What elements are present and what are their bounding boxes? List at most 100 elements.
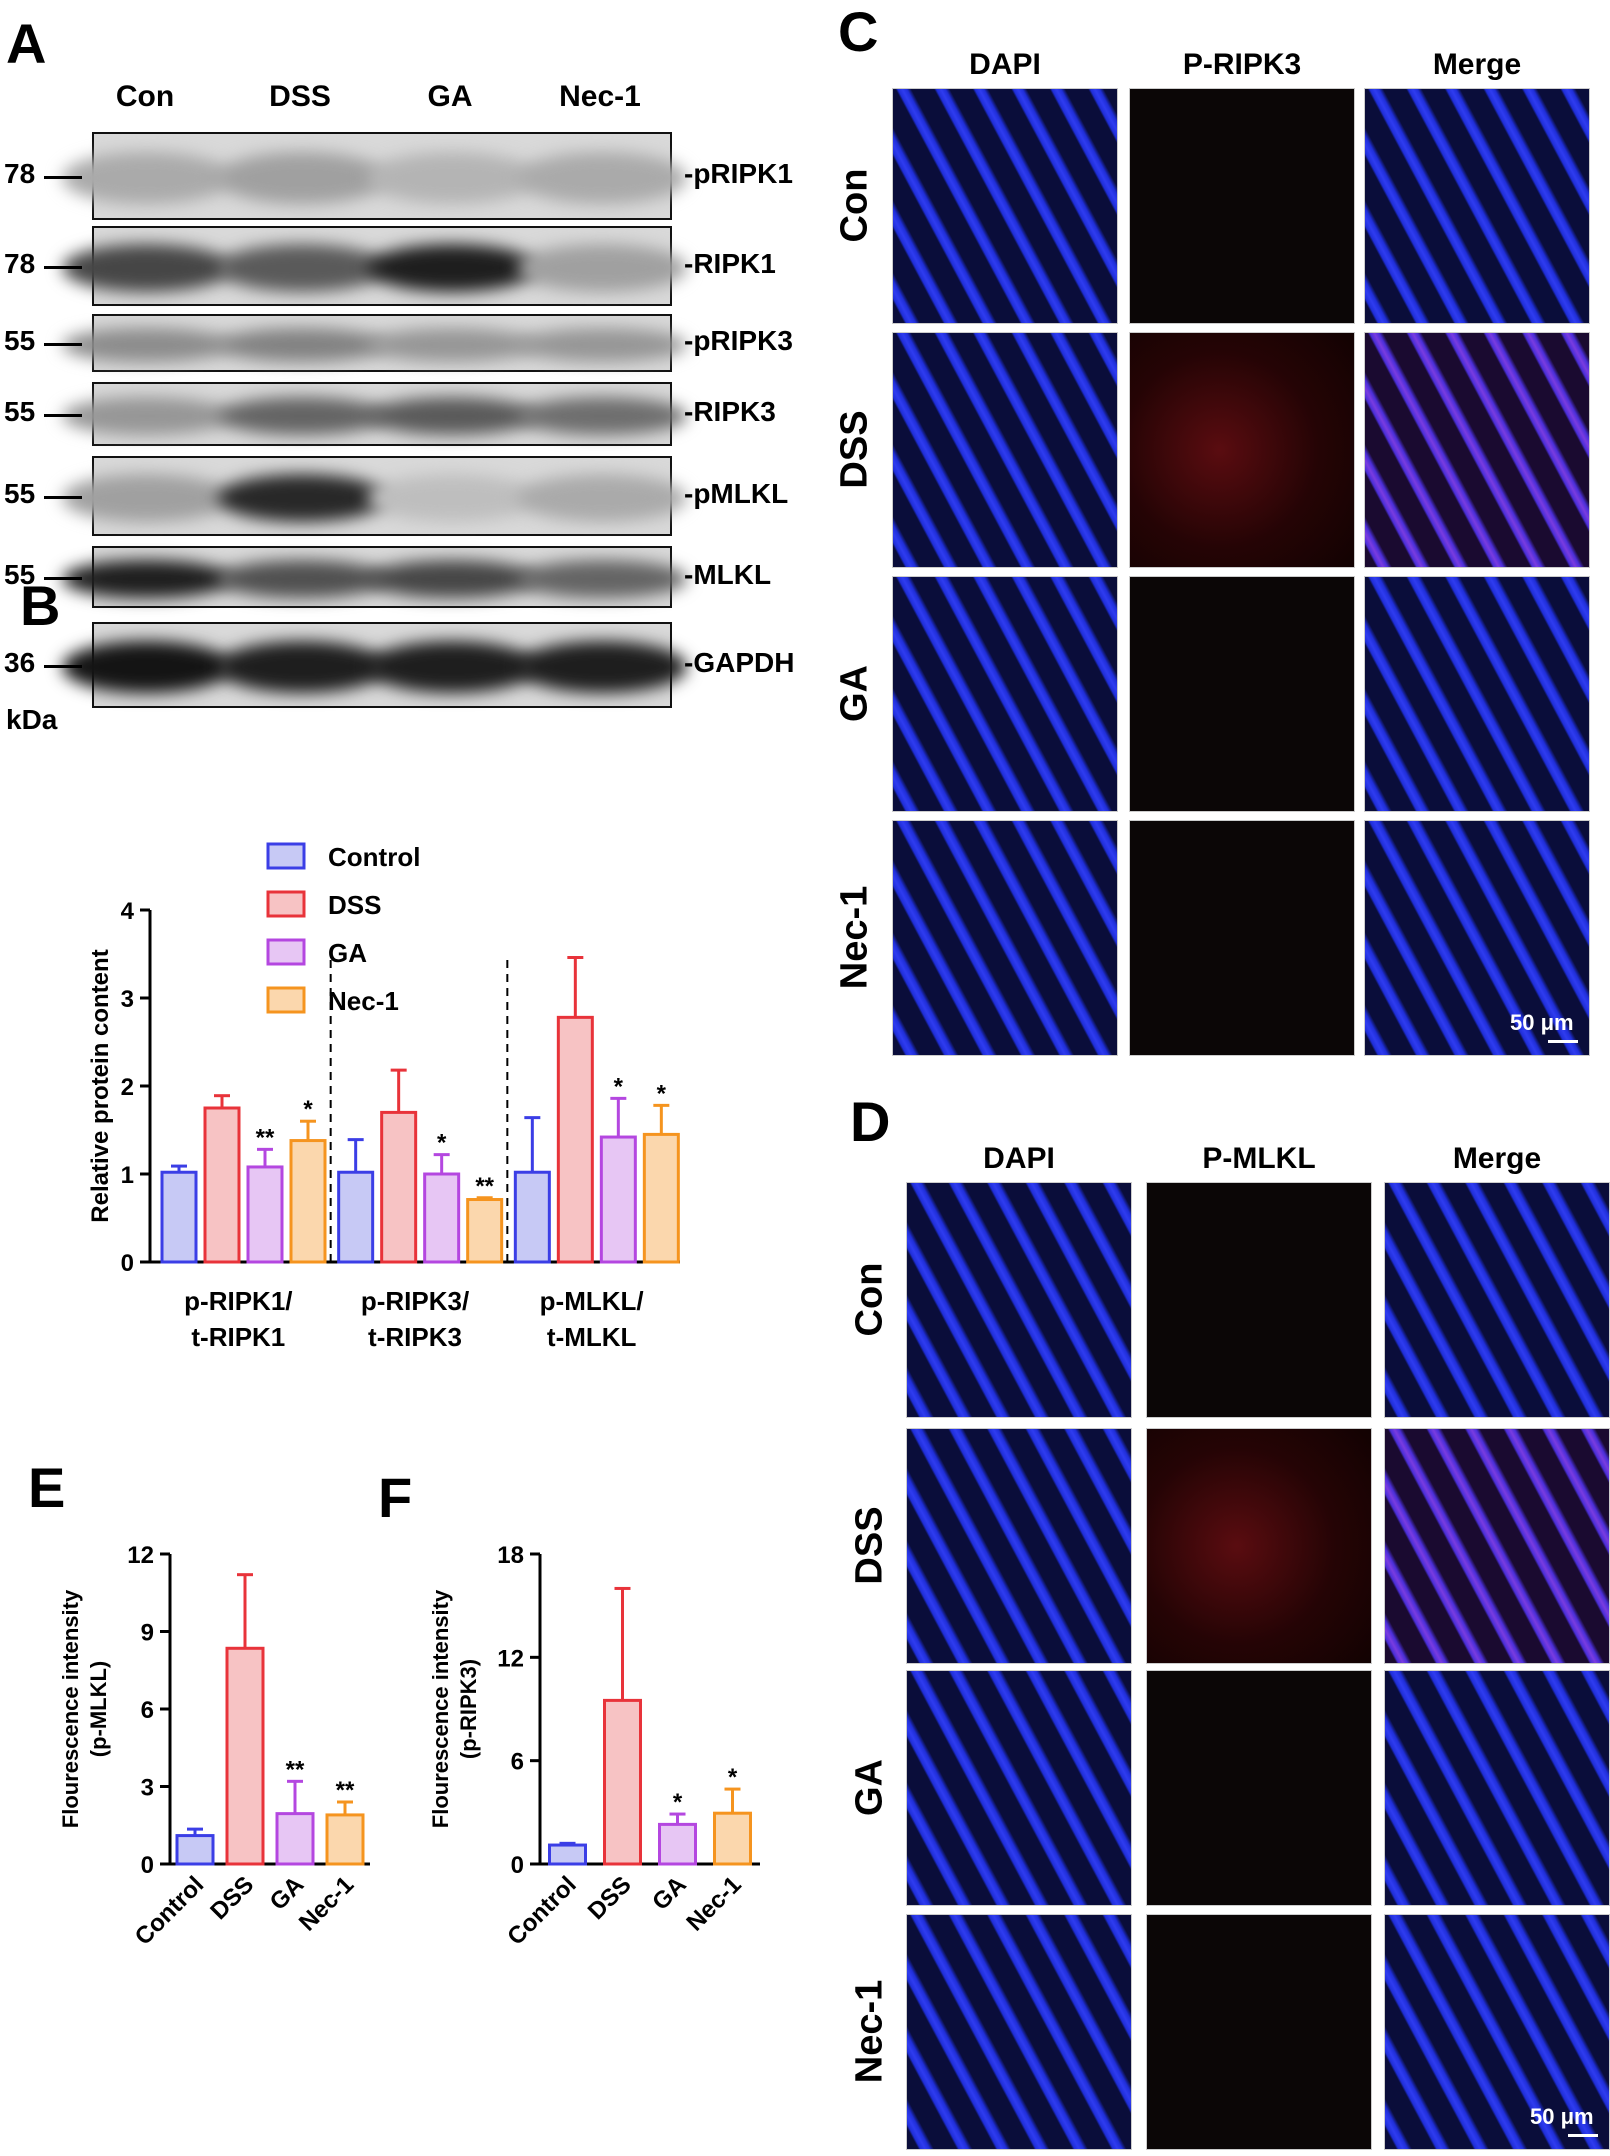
blot-band (517, 327, 687, 363)
blot-marker: 55 (4, 396, 36, 427)
panel-letter-f: F (378, 1466, 413, 1529)
chart-e-y-label: Flourescence intensity (58, 1589, 83, 1828)
micro-c-image (1129, 820, 1355, 1056)
chart-b-group-label: p-MLKL/ (540, 1286, 644, 1316)
micro-c-image (892, 576, 1118, 812)
chart-b-sig-label: * (437, 1130, 447, 1157)
micro-c-image (892, 820, 1118, 1056)
blot-marker: 78 (4, 248, 36, 279)
chart-b-legend-label: Nec-1 (328, 986, 399, 1016)
blot-marker: 36 (4, 647, 36, 678)
blot-marker: 55 (4, 478, 36, 509)
chart-e-y-tick-label: 12 (127, 1542, 154, 1569)
chart-e-y-tick-label: 9 (141, 1620, 154, 1647)
chart-f: 0 6 12 18 Flourescence intensity (p-RIPK3) Con… (428, 1542, 760, 1951)
blot-strip (62, 456, 687, 536)
blot-band (517, 641, 687, 693)
blot-band (367, 244, 537, 292)
micro-d-image (1146, 1182, 1372, 1418)
chart-b-bar (556, 1015, 594, 1264)
micro-c-image (892, 88, 1118, 324)
micro-c-image (1364, 576, 1590, 812)
panel-letter-c: C (838, 0, 879, 63)
chart-e-bar (275, 1812, 315, 1866)
chart-b-y-label: Relative protein content (87, 949, 114, 1222)
micro-c-col-header: Merge (1432, 48, 1522, 81)
blot-band (367, 327, 537, 363)
blot-band-label: -MLKL (684, 559, 772, 590)
chart-f-y-tick-label: 6 (511, 1749, 524, 1776)
chart-b-bar (160, 1170, 198, 1264)
chart-f-x-tick-label: Nec-1 (681, 1871, 746, 1936)
micro-d-image (1384, 1428, 1610, 1664)
blot-band (517, 151, 687, 205)
blot-marker-tick (44, 577, 82, 580)
blot-band (62, 560, 232, 598)
chart-b-y-tick-label: 0 (121, 1250, 134, 1277)
blot-band (217, 244, 387, 292)
chart-b-group-label: t-RIPK1 (191, 1322, 285, 1352)
chart-f-x-tick-label: Control (502, 1871, 581, 1950)
chart-e-x-tick-label: Control (130, 1871, 209, 1950)
blot-band (217, 327, 387, 363)
chart-f-bar (713, 1811, 752, 1866)
micro-c-row-header: GA (833, 665, 876, 722)
blot-band (217, 641, 387, 693)
chart-b-group-label: t-RIPK3 (368, 1322, 462, 1352)
micro-d-col-header: DAPI (983, 1142, 1055, 1175)
micro-d-image (1384, 1670, 1610, 1906)
chart-b-y-tick-label: 2 (121, 1074, 134, 1101)
blot-strip (62, 226, 687, 306)
micro-d-image (1146, 1428, 1372, 1664)
micro-c-row-header: DSS (833, 410, 876, 489)
chart-b-bar (246, 1165, 284, 1264)
chart-b-y-tick-label: 4 (121, 898, 135, 925)
chart-e-x-tick-label: Nec-1 (294, 1871, 359, 1936)
blot-band (517, 244, 687, 292)
chart-b-bar (380, 1110, 418, 1264)
micro-c-image (1129, 88, 1355, 324)
micro-c-col-header: P-RIPK3 (1182, 48, 1302, 81)
micro-d-col-header: P-MLKL (1202, 1142, 1316, 1175)
chart-b-bar (466, 1198, 504, 1264)
chart-b-bar (423, 1172, 461, 1264)
blot-band (517, 396, 687, 436)
blot-band-label: -pMLKL (684, 478, 789, 509)
micro-d-row-header: DSS (848, 1506, 891, 1585)
micro-d-image (1146, 1670, 1372, 1906)
micro-d-image (906, 1182, 1132, 1418)
chart-f-y-tick-label: 18 (497, 1542, 524, 1569)
blot-band (62, 151, 232, 205)
blot-band (62, 641, 232, 693)
chart-e: 0 3 6 9 12 Flourescence intensity (p-MLKL) Cont… (58, 1542, 370, 1951)
blot-band (62, 474, 232, 522)
micro-c-image (1364, 332, 1590, 568)
chart-f-y-label-unit: (p-RIPK3) (456, 1659, 481, 1759)
blot-band (217, 151, 387, 205)
chart-b-bar (337, 1170, 375, 1264)
chart-b-legend-swatch (266, 986, 306, 1014)
micro-d-row-header: GA (848, 1759, 891, 1816)
chart-e-y-tick-label: 3 (141, 1775, 154, 1802)
micro-d-image (1146, 1914, 1372, 2150)
chart-e-bar (325, 1813, 365, 1866)
chart-b-sig-label: * (657, 1080, 667, 1107)
blot-lane-label: DSS (269, 80, 331, 113)
blot-marker: 55 (4, 559, 36, 590)
blot-band (217, 560, 387, 598)
chart-b-group-label: t-MLKL (547, 1322, 637, 1352)
micro-c-image (1129, 332, 1355, 568)
chart-e-sig-label: ** (336, 1777, 355, 1804)
blot-band (367, 396, 537, 436)
blot-lane-label: Nec-1 (559, 80, 641, 113)
chart-b-sig-label: ** (256, 1124, 275, 1151)
micro-d-scalebar-label: 50 μm (1530, 2104, 1594, 2129)
blot-band-label: -GAPDH (684, 647, 795, 678)
chart-b-y-tick-label: 3 (121, 986, 134, 1013)
micro-d-image (1384, 1914, 1610, 2150)
blot-strip (62, 382, 687, 446)
micro-d-image (906, 1914, 1132, 2150)
chart-b-group-label: p-RIPK3/ (361, 1286, 469, 1316)
